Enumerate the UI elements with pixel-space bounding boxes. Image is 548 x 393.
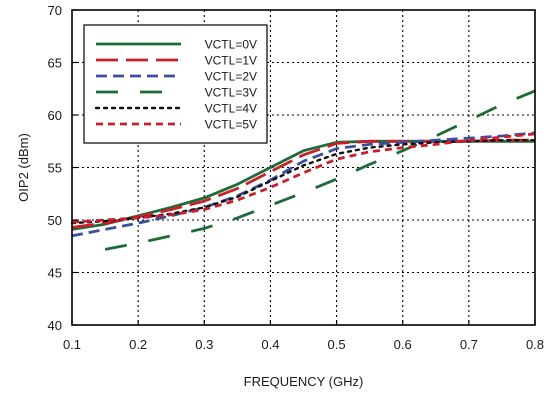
series-line-4 <box>70 139 537 225</box>
legend-label: VCTL=0V <box>205 38 257 52</box>
series-line-3 <box>104 89 536 251</box>
x-tick-label: 0.3 <box>195 337 213 352</box>
legend-label: VCTL=3V <box>205 86 257 100</box>
y-axis-label: OIP2 (dBm) <box>16 133 31 202</box>
x-tick-label: 0.1 <box>63 337 81 352</box>
legend: VCTL=0V VCTL=1V VCTL=2V VCTL=3V VCTL=4V VCTL=… <box>83 24 268 144</box>
y-tick-label: 50 <box>48 213 62 228</box>
x-axis-label: FREQUENCY (GHz) <box>244 374 364 389</box>
x-tick-label: 0.7 <box>460 337 478 352</box>
y-tick-label: 40 <box>48 318 62 333</box>
series-line-2 <box>71 131 536 238</box>
grid-lines <box>72 10 535 325</box>
y-tick-label: 60 <box>48 108 62 123</box>
x-tick-label: 0.4 <box>261 337 279 352</box>
y-tick-label: 70 <box>48 3 62 18</box>
series-line-5 <box>71 132 536 224</box>
y-tick-label: 45 <box>48 266 62 281</box>
x-tick-label: 0.2 <box>129 337 147 352</box>
legend-label: VCTL=4V <box>205 102 257 116</box>
y-tick-label: 65 <box>48 56 62 71</box>
series-layer <box>70 89 537 251</box>
legend-label: VCTL=2V <box>205 70 257 84</box>
legend-label: VCTL=5V <box>205 118 257 132</box>
x-tick-label: 0.6 <box>394 337 412 352</box>
x-tick-label: 0.8 <box>526 337 544 352</box>
y-tick-label: 55 <box>48 161 62 176</box>
axis-ticks: 0.1 0.2 0.3 0.4 0.5 0.6 0.7 0.8 40 45 50 55 60 65 70 <box>48 3 545 352</box>
legend-label: VCTL=1V <box>205 54 257 68</box>
x-tick-label: 0.5 <box>328 337 346 352</box>
